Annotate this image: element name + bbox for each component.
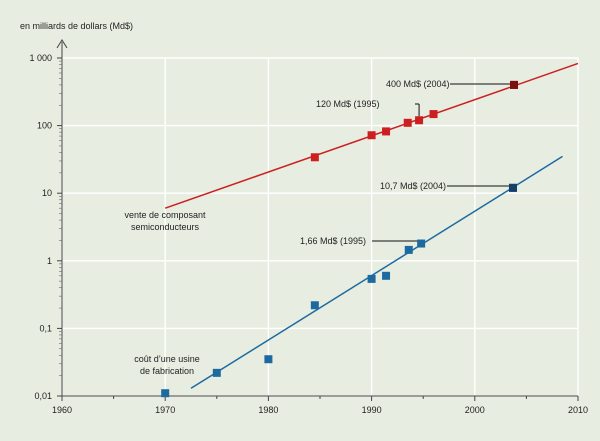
grid — [61, 57, 579, 397]
annotation-labels: 400 Md$ (2004) 120 Md$ (1995) 10,7 Md$ (20… — [124, 79, 449, 376]
annotation-label: 120 Md$ (1995) — [316, 99, 380, 109]
data-markers — [161, 80, 519, 398]
annotation-leaders — [372, 83, 515, 242]
data-point-series-1 — [404, 245, 413, 254]
x-tick-label: 2010 — [568, 405, 588, 415]
data-point-highlight — [510, 80, 519, 89]
x-tick-label: 1970 — [155, 405, 175, 415]
axes — [56, 39, 579, 401]
data-point-series-0 — [429, 110, 438, 119]
y-tick-label: 100 — [37, 121, 52, 131]
annotation-label: 400 Md$ (2004) — [386, 79, 450, 89]
y-axis-label: en milliards de dollars (Md$) — [20, 21, 133, 31]
data-point-highlight — [508, 183, 517, 192]
tick-labels: 1960 1970 1980 1990 2000 2010 0,01 0,1 1 10 100 1 0… — [29, 53, 588, 415]
annotation-label: 1,66 Md$ (1995) — [300, 236, 366, 246]
data-point-series-1 — [161, 389, 170, 398]
y-tick-label: 1 000 — [29, 53, 52, 63]
series-label: vente de composant — [124, 210, 206, 220]
data-point-series-0 — [367, 131, 376, 140]
x-tick-label: 1990 — [362, 405, 382, 415]
data-point-series-0 — [310, 153, 319, 162]
data-point-series-1 — [367, 274, 376, 283]
data-point-series-0 — [415, 116, 424, 125]
y-tick-label: 10 — [42, 188, 52, 198]
data-point-series-1 — [417, 239, 426, 248]
x-tick-label: 1960 — [52, 405, 72, 415]
series-label: coût d’une usine — [134, 354, 200, 364]
annotation-label: 10,7 Md$ (2004) — [380, 181, 446, 191]
data-point-series-0 — [403, 118, 412, 127]
y-tick-label: 0,01 — [34, 391, 52, 401]
series-label: de fabrication — [140, 366, 194, 376]
y-axis-arrow — [56, 39, 68, 49]
data-point-series-1 — [212, 368, 221, 377]
data-point-series-1 — [310, 301, 319, 310]
series-label: semiconducteurs — [131, 222, 200, 232]
data-point-series-0 — [382, 127, 391, 136]
trend-line-series-1 — [190, 155, 563, 389]
plot-area — [62, 58, 578, 396]
x-tick-label: 1980 — [258, 405, 278, 415]
data-point-series-1 — [264, 355, 273, 364]
y-tick-label: 1 — [47, 256, 52, 266]
x-tick-label: 2000 — [465, 405, 485, 415]
data-point-series-1 — [382, 271, 391, 280]
y-tick-label: 0,1 — [39, 323, 52, 333]
